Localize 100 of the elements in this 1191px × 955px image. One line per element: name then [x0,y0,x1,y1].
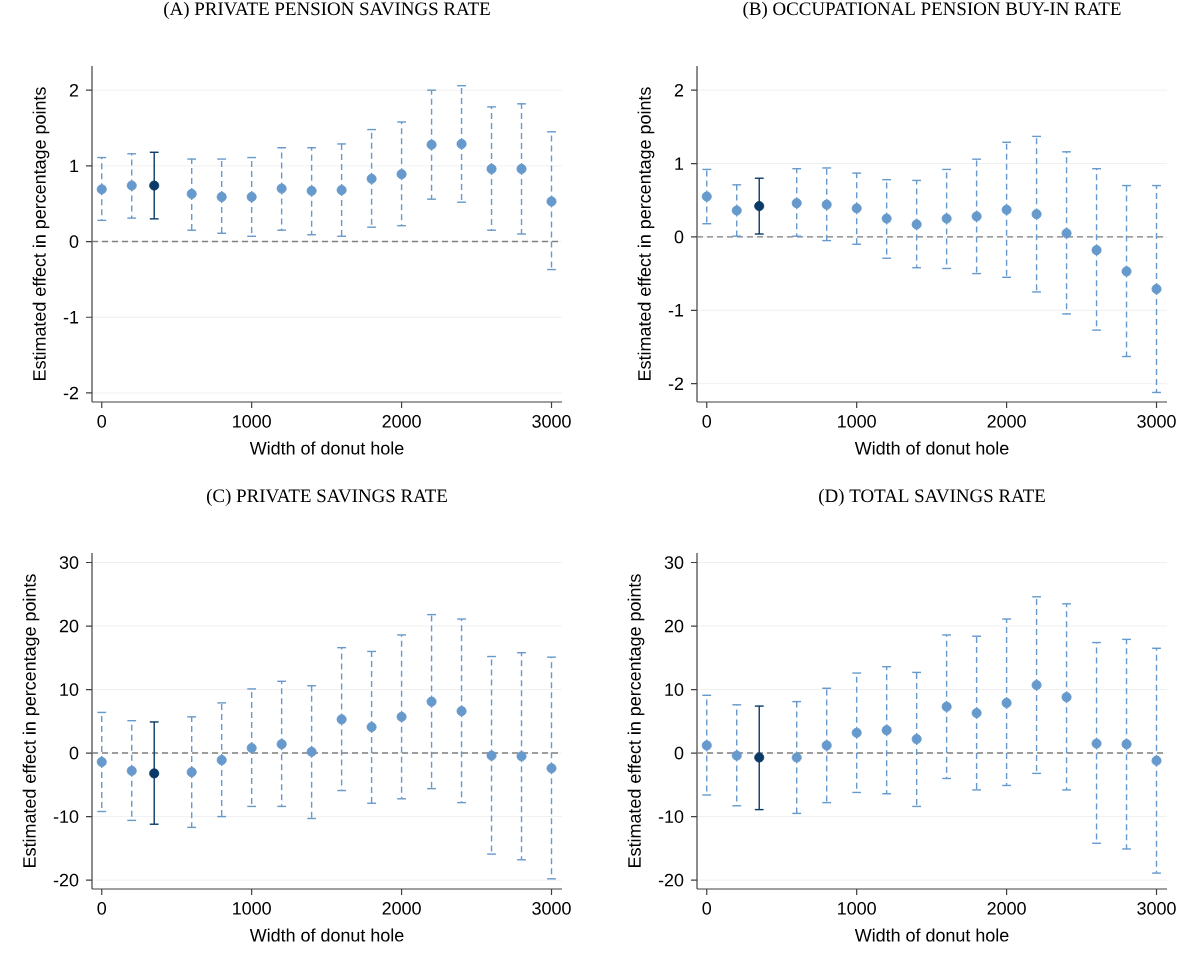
x-tick-label: 1000 [838,415,876,428]
point [149,180,160,191]
x-tick-label: 3000 [1137,902,1176,915]
y-tick-label: -2 [668,377,684,390]
y-tick-label: -20 [658,873,684,887]
point [149,768,160,779]
point [396,169,407,180]
point [366,722,377,733]
point [126,180,137,191]
x-tick-label: 3000 [532,902,571,915]
x-tick-label: 0 [702,902,712,915]
y-tick-label: -1 [668,304,684,317]
y-tick-label: 20 [664,619,684,633]
point [516,163,527,174]
y-axis-title: Estimated effect in percentage points [22,574,40,867]
point [276,183,287,194]
point [1001,204,1012,215]
point [791,198,802,209]
point [1001,697,1012,708]
x-tick-label: 3000 [1137,415,1176,428]
point [911,734,922,745]
point [246,742,257,753]
point [791,752,802,763]
y-tick-label: 1 [675,157,684,170]
chart-title: (C) PRIVATE SAVINGS RATE [206,488,447,506]
point [186,767,197,778]
point [821,199,832,210]
y-axis-title: Estimated effect in percentage points [637,87,655,380]
point [456,138,467,149]
point [486,750,497,761]
y-tick-label: 20 [59,619,79,633]
point [426,696,437,707]
x-tick-label: 0 [702,415,712,428]
point [516,751,527,762]
point [366,173,377,184]
y-tick-label: 2 [674,83,684,97]
point [546,196,557,207]
chart-title: (A) PRIVATE PENSION SAVINGS RATE [164,1,490,19]
chart-title: (B) OCCUPATIONAL PENSION BUY-IN RATE [743,1,1121,19]
y-tick-label: -10 [53,810,79,823]
point [754,752,765,763]
point [486,163,497,174]
x-axis-title: Width of donut hole [854,928,1009,942]
point [426,139,437,150]
point [821,740,832,751]
y-axis-title: Estimated effect in percentage points [627,574,645,867]
y-tick-label: 0 [674,746,684,760]
point [546,763,557,774]
point [126,765,137,776]
point [731,750,742,761]
point [456,706,467,717]
point [1091,738,1102,749]
point [731,205,742,216]
point [851,727,862,738]
point [881,213,892,224]
x-tick-label: 2000 [382,902,421,915]
point [911,219,922,230]
x-tick-label: 1000 [233,902,271,915]
point [336,714,347,725]
y-tick-label: 10 [665,683,684,696]
point [1031,680,1042,691]
point [276,739,287,750]
point [1031,209,1042,220]
y-tick-label: 0 [674,230,684,244]
point [216,755,227,766]
y-axis-title: Estimated effect in percentage points [32,87,50,380]
x-tick-label: 3000 [532,415,571,428]
x-tick-label: 2000 [987,415,1026,428]
point [96,184,107,195]
point [851,203,862,214]
y-tick-label: 2 [69,83,79,97]
y-tick-label: 10 [60,683,79,696]
y-tick-label: -20 [53,873,79,887]
point [1091,245,1102,256]
x-tick-label: 0 [97,415,107,428]
point [941,213,952,224]
x-tick-label: 2000 [382,415,421,428]
y-tick-label: 1 [70,159,79,173]
point [1151,755,1162,766]
y-tick-label: -2 [63,386,79,400]
point [306,185,317,196]
x-tick-label: 1000 [838,902,876,915]
y-tick-label: 30 [664,556,684,569]
point [1061,228,1072,239]
point [971,708,982,719]
point [216,191,227,202]
point [754,201,765,212]
point [701,191,712,202]
point [1151,284,1162,295]
point [1121,266,1132,277]
point [941,701,952,712]
point [246,191,257,202]
chart-title: (D) TOTAL SAVINGS RATE [819,488,1045,506]
x-axis-title: Width of donut hole [249,441,404,455]
point [336,185,347,196]
y-tick-label: 0 [69,235,79,248]
x-tick-label: 1000 [233,415,271,428]
point [1061,692,1072,703]
x-axis-title: Width of donut hole [249,928,404,942]
point [971,211,982,222]
